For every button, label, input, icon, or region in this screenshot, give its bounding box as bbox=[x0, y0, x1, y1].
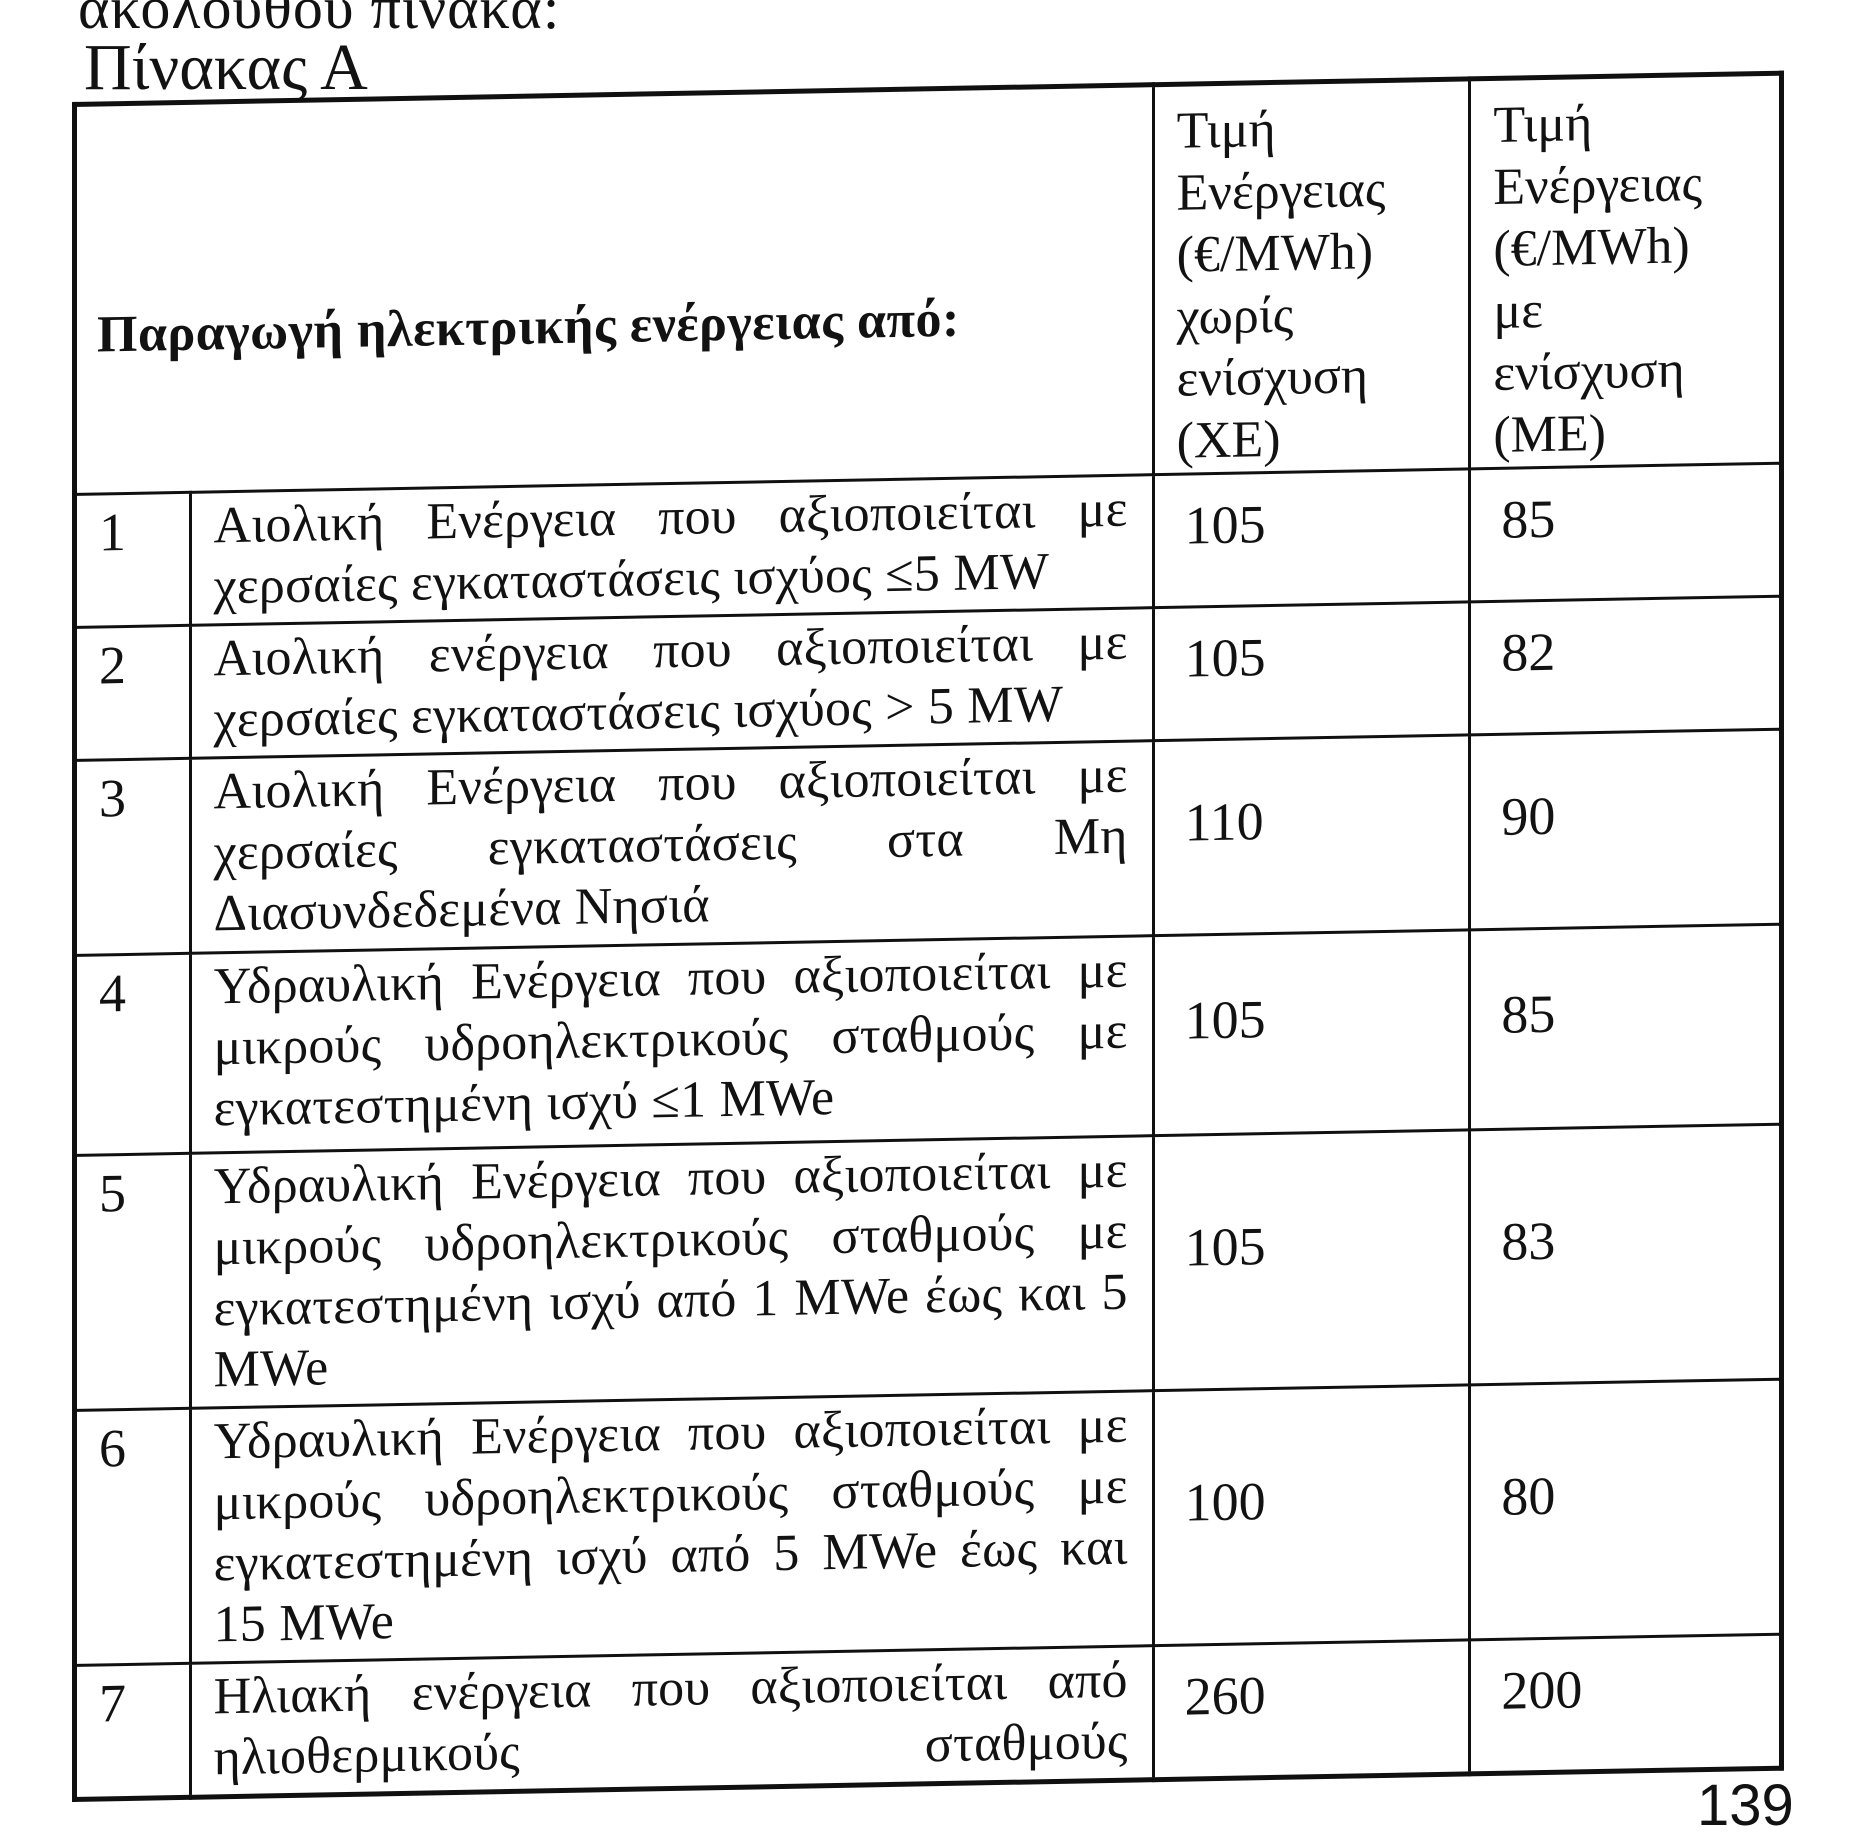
row-number-cell: 5 bbox=[74, 1153, 191, 1411]
price-with-cell: 85 bbox=[1469, 463, 1782, 602]
price-with-cell: 85 bbox=[1469, 924, 1782, 1130]
pricing-table: Παραγωγή ηλεκτρικής ενέργειας από: Τιμή … bbox=[72, 70, 1784, 1803]
price-with-cell: 90 bbox=[1469, 729, 1782, 930]
price-with-cell: 82 bbox=[1469, 596, 1782, 735]
table-row: 3 Αιολική Ενέργεια που αξιοποιείται με χ… bbox=[74, 729, 1782, 956]
price-with-cell: 200 bbox=[1469, 1634, 1782, 1774]
row-number-cell: 6 bbox=[74, 1408, 191, 1666]
table-caption: Πίνακας Α bbox=[84, 31, 368, 104]
header-price-with-cell: Τιμή Ενέργειας (€/MWh) με ενίσχυση (ΜΕ) bbox=[1469, 73, 1782, 469]
description-cell: Υδραυλική Ενέργεια που αξιοποιείται με μ… bbox=[190, 1135, 1154, 1409]
description-cell: Υδραυλική Ενέργεια που αξιοποιείται με μ… bbox=[190, 1390, 1154, 1664]
description-cell: Υδραυλική Ενέργεια που αξιοποιείται με μ… bbox=[190, 935, 1154, 1154]
description-cell: Αιολική Ενέργεια που αξιοποιείται με χερ… bbox=[190, 474, 1154, 626]
table-header-row: Παραγωγή ηλεκτρικής ενέργειας από: Τιμή … bbox=[74, 73, 1782, 495]
description-cell: Αιολική Ενέργεια που αξιοποιείται με χερ… bbox=[190, 740, 1154, 954]
price-without-cell: 105 bbox=[1153, 468, 1470, 608]
description-cell: Αιολική ενέργεια που αξιοποιείται με χερ… bbox=[190, 607, 1154, 759]
row-number-cell: 2 bbox=[74, 625, 191, 761]
row-number-cell: 4 bbox=[74, 953, 191, 1156]
price-with-cell: 83 bbox=[1469, 1124, 1782, 1385]
header-price-without-cell: Τιμή Ενέργειας (€/MWh) χωρίς ενίσχυση (Χ… bbox=[1153, 78, 1470, 475]
page-top-text: ακόλουθου πίνακα: bbox=[78, 0, 561, 41]
description-cell: Ηλιακή ενέργεια που αξιοποιείται από ηλι… bbox=[190, 1645, 1154, 1798]
table-row: 4 Υδραυλική Ενέργεια που αξιοποιείται με… bbox=[74, 924, 1782, 1156]
price-without-cell: 105 bbox=[1153, 601, 1470, 741]
table-row: 6 Υδραυλική Ενέργεια που αξιοποιείται με… bbox=[74, 1379, 1782, 1666]
price-without-cell: 100 bbox=[1153, 1384, 1470, 1646]
price-without-cell: 260 bbox=[1153, 1639, 1470, 1780]
table-row: 5 Υδραυλική Ενέργεια που αξιοποιείται με… bbox=[74, 1124, 1782, 1411]
price-without-cell: 105 bbox=[1153, 1129, 1470, 1391]
row-number-cell: 1 bbox=[74, 492, 191, 628]
price-with-cell: 80 bbox=[1469, 1379, 1782, 1640]
page-number: 139 bbox=[1697, 1773, 1794, 1838]
row-number-cell: 7 bbox=[74, 1663, 191, 1800]
price-without-cell: 110 bbox=[1153, 734, 1470, 936]
price-without-cell: 105 bbox=[1153, 929, 1470, 1136]
row-number-cell: 3 bbox=[74, 758, 191, 956]
header-production-cell: Παραγωγή ηλεκτρικής ενέργειας από: bbox=[74, 84, 1154, 495]
